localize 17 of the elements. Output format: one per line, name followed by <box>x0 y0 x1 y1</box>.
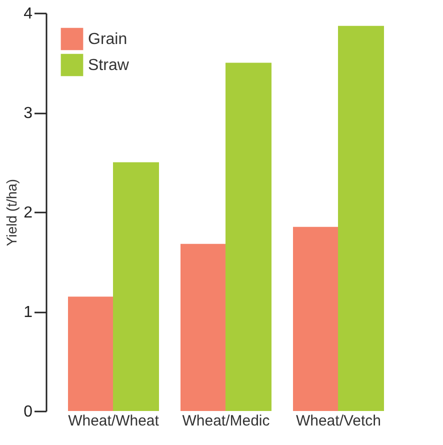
bar <box>338 26 384 411</box>
x-tick-label: Wheat/Vetch <box>296 412 382 430</box>
legend-label: Grain <box>88 31 128 48</box>
legend-label: Straw <box>88 57 130 74</box>
y-tick-label: 4 <box>24 6 33 22</box>
y-tick-label: 3 <box>24 105 33 122</box>
y-tick-label: 1 <box>24 304 33 321</box>
y-axis-title: Yield (t/ha) <box>4 178 20 246</box>
x-tick-label: Wheat/Wheat <box>68 412 160 430</box>
bar <box>180 244 226 411</box>
bar <box>113 162 159 411</box>
bar <box>68 296 114 411</box>
y-tick-label: 0 <box>24 404 33 420</box>
y-tick-label: 2 <box>24 204 33 222</box>
bar <box>226 62 272 411</box>
x-tick-label: Wheat/Medic <box>182 412 270 430</box>
bar <box>293 226 339 411</box>
